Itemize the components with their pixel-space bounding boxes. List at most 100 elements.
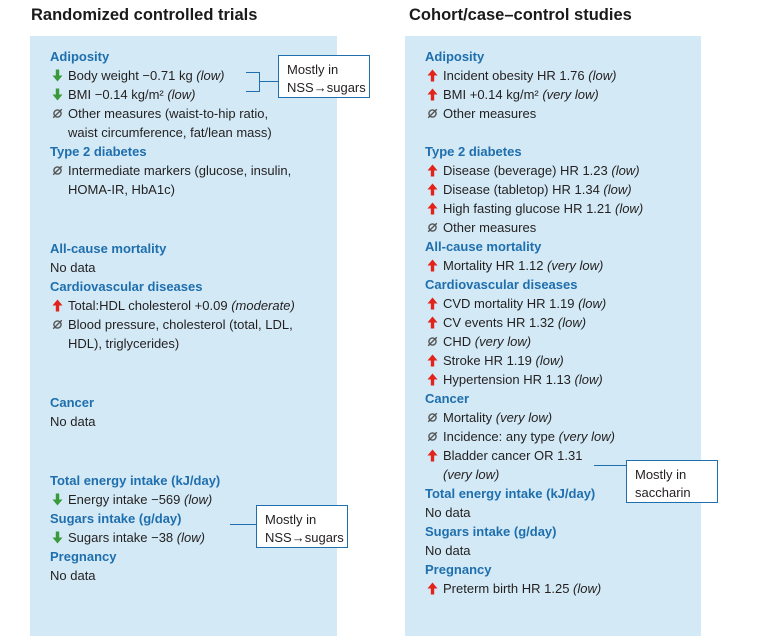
outcome-text-continued: HOMA-IR, HbA1c) [68,182,175,197]
increase-arrow-icon [425,85,439,104]
certainty-label: (very low) [443,467,500,482]
outcome-text-line: Preterm birth HR 1.25 (low) [443,579,701,598]
callout-bladder-saccharin: Mostly in saccharin [626,460,718,503]
connector-line [246,91,259,93]
callout-line: NSS→sugars [287,80,366,95]
section-heading: Total energy intake (kJ/day) [50,473,221,488]
outcome-text-line: Mortality HR 1.12 (very low) [443,256,701,275]
outcome-text-line: Sugars intake −38 (low) [68,528,337,547]
outcome-text: Blood pressure, cholesterol (total, LDL, [68,317,293,332]
certainty-label: (low) [167,87,196,102]
section-heading: Adiposity [425,49,485,64]
outcome-text-line: CVD mortality HR 1.19 (low) [443,294,701,313]
no-data-text: No data [50,568,96,583]
outcome-item: Incident obesity HR 1.76 (low) [425,66,701,85]
certainty-label: (low) [574,372,603,387]
connector-line [246,72,259,74]
outcome-text: Disease (beverage) HR 1.23 [443,163,612,178]
outcome-text: CHD [443,334,475,349]
section-heading: Type 2 diabetes [50,144,147,159]
decrease-arrow-icon [50,66,64,85]
section-all-cause-mortality: All-cause mortality No data [50,239,337,277]
outcome-text-line: Stroke HR 1.19 (low) [443,351,701,370]
outcome-text: BMI +0.14 kg/m² [443,87,543,102]
section-sugars-intake-g-day: Sugars intake (g/day) Sugars intake −38 (… [50,509,337,547]
outcome-text: Mortality [443,410,496,425]
outcome-item: Hypertension HR 1.13 (low) [425,370,701,389]
outcome-item: Bladder cancer OR 1.31 (very low) [425,446,701,484]
section-heading: Cancer [50,395,95,410]
connector-line [259,81,278,83]
outcome-item: Intermediate markers (glucose, insulin, H… [50,161,337,199]
certainty-label: (very low) [474,334,532,349]
section-total-energy-intake-kj-day: Total energy intake (kJ/day) No data [425,484,701,522]
cohort-column-title: Cohort/case–control studies [409,6,632,24]
no-data-text: No data [50,260,96,275]
no-effect-icon [50,315,64,334]
increase-arrow-icon [425,199,439,218]
outcome-text-line: Incidence: any type (very low) [443,427,701,446]
certainty-label: (low) [176,530,205,545]
outcome-text: Energy intake −569 [68,492,184,507]
increase-arrow-icon [425,294,439,313]
section-pregnancy: Pregnancy Preterm birth HR 1.25 (low) [425,560,701,598]
outcome-item: CVD mortality HR 1.19 (low) [425,294,701,313]
increase-arrow-icon [425,313,439,332]
outcome-item: BMI +0.14 kg/m² (very low) [425,85,701,104]
outcome-text-line: BMI −0.14 kg/m² (low) [68,85,337,104]
section-heading: All-cause mortality [425,239,542,254]
section-heading: Cancer [425,391,470,406]
no-data-text: No data [425,543,471,558]
outcome-item: Total:HDL cholesterol +0.09 (moderate) [50,296,337,315]
increase-arrow-icon [425,579,439,598]
increase-arrow-icon [425,351,439,370]
rct-column-title: Randomized controlled trials [31,6,258,24]
outcome-item: Blood pressure, cholesterol (total, LDL,… [50,315,337,353]
no-effect-icon [425,104,439,123]
callout-line: NSS→sugars [265,530,344,545]
outcome-text: Sugars intake −38 [68,530,177,545]
outcome-text: BMI −0.14 kg/m² [68,87,168,102]
outcome-item: Disease (beverage) HR 1.23 (low) [425,161,701,180]
outcome-text-line: Intermediate markers (glucose, insulin, [68,161,337,180]
outcome-item: Body weight −0.71 kg (low) [50,66,337,85]
outcome-text: Total:HDL cholesterol +0.09 [68,298,232,313]
increase-arrow-icon [425,370,439,389]
outcome-item: Preterm birth HR 1.25 (low) [425,579,701,598]
outcome-text-line: Blood pressure, cholesterol (total, LDL, [68,315,337,334]
callout-line: saccharin [635,485,691,500]
certainty-label: (very low) [495,410,553,425]
outcome-text-line: (very low) [443,465,701,484]
outcome-text-line: Energy intake −569 (low) [68,490,337,509]
section-heading: Type 2 diabetes [425,144,522,159]
outcome-text: Incidence: any type [443,429,559,444]
outcome-text: Other measures [443,106,537,121]
outcome-text-line: BMI +0.14 kg/m² (very low) [443,85,701,104]
certainty-label: (low) [557,315,587,330]
certainty-label: (low) [573,581,602,596]
section-cancer: Cancer No data [50,393,337,431]
callout-line: Mostly in [287,62,339,77]
outcome-text: Incident obesity HR 1.76 [443,68,589,83]
outcome-text-line: Mortality (very low) [443,408,701,427]
outcome-text-line: Other measures (waist-to-hip ratio, [68,104,337,123]
outcome-text-line: Disease (beverage) HR 1.23 (low) [443,161,701,180]
certainty-label: (low) [603,182,632,197]
section-heading: Cardiovascular diseases [425,277,578,292]
outcome-text: CV events HR 1.32 [443,315,558,330]
certainty-label: (low) [588,68,617,83]
certainty-label: (low) [614,201,644,216]
section-heading: Pregnancy [50,549,117,564]
outcome-text-line: Bladder cancer OR 1.31 [443,446,701,465]
increase-arrow-icon [50,296,64,315]
outcome-text: Disease (tabletop) HR 1.34 [443,182,604,197]
outcome-text-line: Other measures [443,218,701,237]
section-total-energy-intake-kj-day: Total energy intake (kJ/day) Energy intak… [50,471,337,509]
outcome-text-line: Disease (tabletop) HR 1.34 (low) [443,180,701,199]
outcome-text: Preterm birth HR 1.25 [443,581,574,596]
outcome-item: Other measures [425,104,701,123]
section-heading: Cardiovascular diseases [50,279,203,294]
outcome-text: Mortality HR 1.12 [443,258,548,273]
section-adiposity: Adiposity Body weight −0.71 kg (low) BMI −… [50,47,337,142]
outcome-text: Stroke HR 1.19 [443,353,536,368]
